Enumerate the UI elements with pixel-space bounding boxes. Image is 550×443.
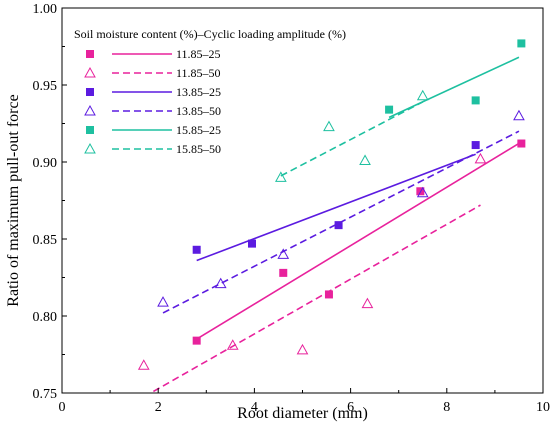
series-13.85–25: [192, 141, 480, 262]
legend-marker: [86, 126, 94, 134]
y-tick-label: 0.80: [33, 310, 58, 325]
data-point: [416, 186, 429, 198]
data-point: [471, 141, 480, 150]
data-point: [226, 339, 239, 350]
data-point: [471, 96, 480, 105]
legend-item: 13.85–25: [86, 85, 221, 99]
fit-line: [162, 130, 520, 314]
x-tick-label: 4: [251, 400, 258, 415]
fit-line: [388, 56, 520, 119]
data-point: [323, 120, 335, 132]
data-point: [474, 152, 487, 164]
fit-line: [196, 141, 522, 340]
series-15.85–50: [275, 89, 429, 182]
legend-marker: [86, 88, 94, 96]
y-tick-label: 0.95: [33, 79, 58, 94]
legend-item: 15.85–50: [84, 142, 221, 156]
legend-item: 11.85–50: [84, 66, 221, 80]
plot-area: [137, 39, 526, 393]
fit-line: [196, 153, 476, 262]
y-tick-label: 0.85: [33, 233, 58, 248]
axis-ticks: 0 2 4 6 8 10 0.75 0.80 0.85 0.90 0.95 1.00: [33, 2, 550, 415]
legend-item: 13.85–50: [84, 104, 221, 118]
data-point: [157, 296, 169, 307]
x-axis-title: Root diameter (mm): [237, 405, 368, 422]
data-point: [517, 39, 526, 48]
x-tick-label: 0: [59, 400, 66, 415]
legend-title: Soil moisture content (%)–Cyclic loading…: [74, 27, 346, 41]
y-tick-label: 0.75: [33, 387, 58, 402]
x-tick-label: 8: [443, 400, 450, 415]
data-point: [361, 297, 374, 309]
series-13.85–50: [157, 109, 525, 314]
legend-marker: [84, 66, 96, 78]
data-point: [359, 154, 371, 165]
y-axis-title: Ratio of maximum pull-out force: [5, 94, 22, 306]
data-point: [513, 109, 525, 121]
data-point: [277, 248, 290, 259]
data-point: [334, 221, 343, 230]
legend-label: 15.85–50: [176, 142, 221, 156]
data-point: [385, 105, 394, 114]
x-tick-label: 2: [155, 400, 162, 415]
data-point: [416, 89, 429, 101]
legend-marker: [84, 142, 96, 154]
legend-label: 15.85–25: [176, 123, 221, 137]
data-point: [214, 277, 227, 289]
plot-frame: [61, 7, 544, 394]
x-tick-label: 10: [536, 400, 550, 415]
data-point: [324, 290, 333, 299]
data-point: [296, 343, 309, 355]
data-point: [192, 336, 201, 345]
x-tick-label: 6: [347, 400, 354, 415]
legend-label: 13.85–25: [176, 85, 221, 99]
y-tick-label: 0.90: [33, 156, 58, 171]
data-point: [275, 171, 287, 182]
legend-label: 13.85–50: [176, 104, 221, 118]
legend-item: 11.85–25: [86, 47, 221, 61]
series-11.85–25: [192, 139, 526, 345]
legend-item: 15.85–25: [86, 123, 221, 137]
y-tick-label: 1.00: [33, 2, 58, 17]
series-11.85–50: [137, 152, 487, 393]
legend-label: 11.85–50: [176, 66, 221, 80]
data-point: [517, 139, 526, 148]
data-point: [247, 239, 256, 248]
data-point: [137, 359, 150, 370]
data-point: [192, 245, 201, 254]
legend-marker: [86, 50, 94, 58]
legend: Soil moisture content (%)–Cyclic loading…: [74, 27, 346, 156]
fit-line: [152, 204, 481, 393]
legend-marker: [84, 104, 96, 116]
fit-line: [280, 101, 424, 177]
legend-label: 11.85–25: [176, 47, 221, 61]
series-15.85–25: [385, 39, 526, 119]
data-point: [279, 268, 288, 277]
